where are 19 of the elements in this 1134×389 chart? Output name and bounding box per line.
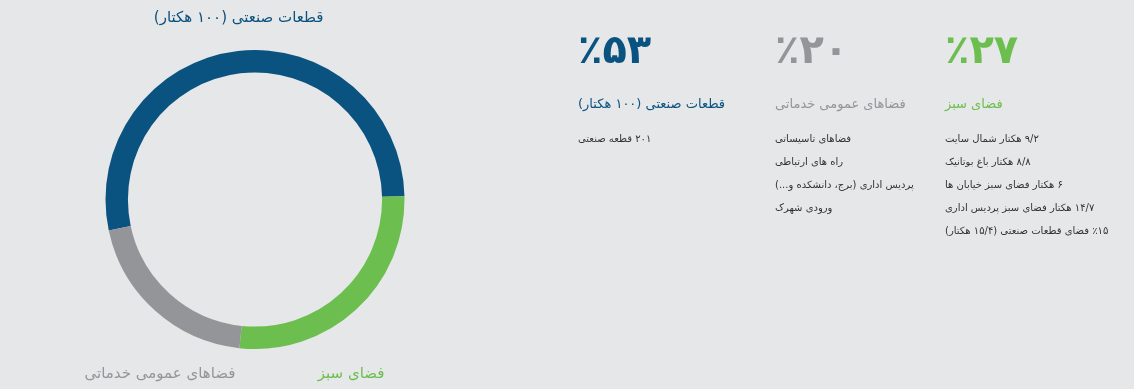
text: ورودی شهرک (775, 202, 833, 213)
text: ٪۲۰ (775, 26, 849, 72)
slice-label: قطعات صنعتی (۱۰۰ هکتار) (153, 8, 324, 26)
text: ٪۵۳ (578, 25, 653, 74)
text: راه های ارتباطی (775, 156, 844, 167)
slice-label: فضاهای عمومی خدماتی (84, 364, 236, 382)
slice-label: فضای سبز (316, 364, 385, 382)
text: ۲۰۱ قطعه صنعتی (578, 132, 653, 146)
text: پردیس اداری (برج، دانشکده و...) (775, 179, 914, 190)
text: ٪۱۵ فضای قطعات صنعتی (۱۵/۴ هکتار) (945, 224, 1110, 238)
text: فضاهای عمومی خدماتی (775, 96, 906, 111)
text: فضاهای تاسیساتی (775, 133, 852, 144)
text: قطعات صنعتی (۱۰۰ هکتار) (578, 96, 727, 111)
text: ۱۴/۷ هکتار فضای سبز پردیس اداری (945, 201, 1096, 216)
text: فضای سبز (945, 96, 1004, 111)
text: ۹/۲ هکتار شمال سایت (945, 132, 1040, 146)
text: ۶ هکتار فضای سبز خیابان ها (945, 178, 1064, 192)
text: ۸/۸ هکتار باغ بوتانیک (945, 155, 1032, 170)
text: ٪۲۷ (945, 25, 1020, 74)
